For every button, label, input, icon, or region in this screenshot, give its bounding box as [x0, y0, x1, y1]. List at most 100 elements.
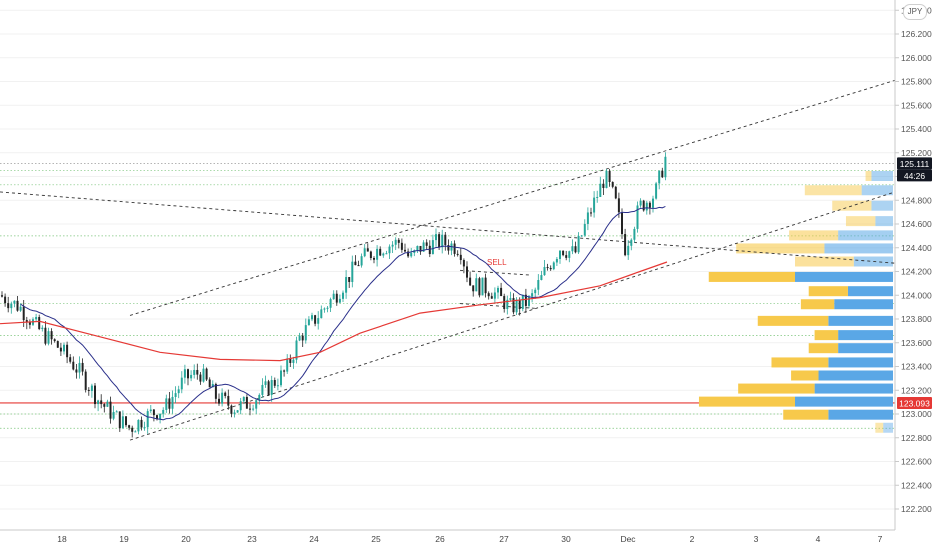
candle-body: [583, 223, 586, 236]
y-tick-label: 124.800: [901, 195, 932, 205]
volume-bar-down: [771, 357, 829, 368]
candle-body: [363, 248, 366, 257]
candle-body: [447, 245, 450, 251]
candle-body: [487, 293, 490, 297]
candle-body: [431, 240, 434, 255]
candle-body: [264, 381, 267, 385]
x-tick-label: 2: [690, 534, 695, 544]
x-tick-label: 20: [181, 534, 191, 544]
y-tick-label: 125.200: [901, 148, 932, 158]
candle-body: [19, 306, 22, 311]
candle-body: [273, 380, 276, 386]
trendline: [129, 79, 896, 316]
volume-bar-down: [875, 422, 884, 433]
candle-body: [658, 170, 661, 184]
candle-body: [50, 331, 53, 340]
candle-body: [481, 277, 484, 296]
candle-body: [342, 292, 344, 299]
x-tick-label: 7: [878, 534, 883, 544]
candle-body: [621, 212, 623, 235]
candle-body: [230, 405, 233, 414]
candle-body: [369, 251, 372, 258]
volume-bar-down: [845, 216, 876, 227]
candle-body: [397, 239, 400, 243]
candle-body: [469, 277, 472, 286]
volume-bar-up: [828, 315, 893, 326]
candle-body: [586, 212, 589, 224]
candle-body: [75, 369, 78, 373]
candle-body: [373, 257, 375, 260]
candle-body: [332, 293, 335, 300]
candle-body: [174, 393, 177, 397]
candle-body: [571, 246, 574, 252]
x-tick-label: 19: [119, 534, 129, 544]
candle-body: [301, 335, 304, 341]
symbol-badge[interactable]: JPY: [903, 4, 927, 20]
y-tick-label: 122.800: [901, 433, 932, 443]
candle-body: [112, 411, 115, 419]
y-tick-label: 124.200: [901, 267, 932, 277]
y-tick-label: 122.200: [901, 504, 932, 514]
candle-body: [329, 299, 332, 308]
candle-body: [149, 409, 152, 412]
candle-body: [500, 287, 503, 297]
y-tick-label: 125.800: [901, 77, 932, 87]
candle-body: [56, 341, 59, 348]
candle-body: [552, 262, 555, 270]
y-axis[interactable]: 122.200 122.400 122.600 122.800 123.000 123.2…: [895, 5, 932, 514]
horizontal-gridlines: [0, 9, 895, 510]
candle-body: [366, 248, 369, 252]
candle-body: [100, 400, 103, 405]
candle-body: [304, 325, 307, 341]
candle-body: [115, 411, 118, 413]
candle-body: [47, 331, 50, 344]
volume-bar-down: [814, 330, 839, 341]
candle-body: [407, 251, 410, 257]
candle-body: [44, 327, 47, 344]
candle-body: [38, 317, 41, 330]
candle-body: [249, 408, 251, 410]
x-axis[interactable]: 18 19 20 23 24 25 26 27 30 Dec 2 3 4 7: [57, 534, 882, 544]
candle-body: [276, 385, 279, 387]
candle-body: [252, 408, 255, 410]
price-marker: [897, 157, 932, 170]
candle-body: [72, 361, 75, 370]
candle-body: [236, 410, 239, 413]
candle-body: [354, 261, 357, 266]
candle-body: [162, 409, 165, 414]
candle-body: [645, 202, 648, 211]
candle-body: [493, 292, 496, 299]
candle-body: [146, 411, 149, 428]
slow-moving-average: [0, 261, 668, 362]
volume-bar-up: [838, 330, 893, 341]
candle-body: [295, 340, 298, 360]
candle-body: [512, 298, 515, 313]
candle-body: [357, 265, 360, 267]
volume-bar-down: [808, 343, 839, 354]
candle-body: [283, 370, 286, 372]
candle-body: [143, 427, 146, 429]
x-tick-label: 27: [499, 534, 509, 544]
volume-bar-up: [834, 299, 893, 310]
candle-body: [394, 239, 397, 245]
candle-body: [22, 306, 25, 321]
candle-body: [655, 183, 658, 199]
candle-body: [475, 278, 478, 292]
candle-body: [208, 379, 211, 388]
candle-body: [385, 253, 388, 255]
candle-body: [624, 234, 627, 256]
candle-body: [661, 170, 664, 178]
candle-body: [506, 299, 509, 309]
candle-body: [497, 287, 499, 293]
y-tick-label: 123.000: [901, 409, 932, 419]
x-tick-label: 4: [816, 534, 821, 544]
candle-body: [224, 392, 227, 396]
candle-body: [456, 253, 459, 255]
candle-body: [87, 389, 90, 391]
candle-body: [608, 170, 611, 182]
volume-bar-up: [814, 383, 893, 394]
y-tick-label: 122.600: [901, 457, 932, 467]
candle-body: [419, 245, 422, 252]
candle-body: [614, 186, 617, 199]
